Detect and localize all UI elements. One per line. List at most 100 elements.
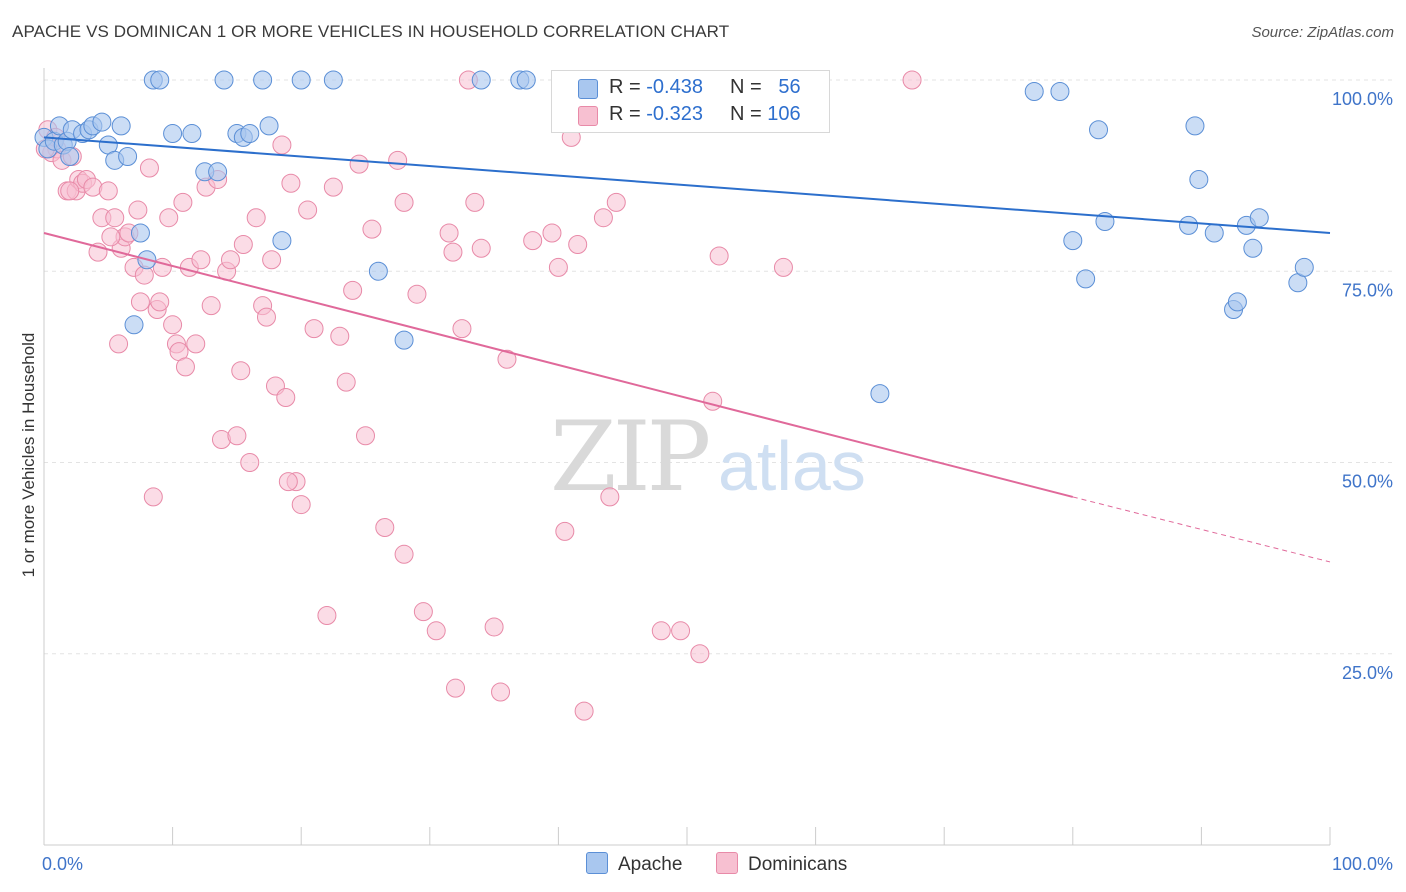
dominicans-point	[256, 307, 276, 327]
dominicans-point	[343, 280, 363, 300]
trend-lines	[43, 136, 1331, 563]
dominicans-point	[98, 181, 118, 201]
dominicans-point	[272, 135, 292, 155]
apache-point	[253, 70, 273, 90]
dominicans-point	[130, 292, 150, 312]
y-tick-label: 25.0%	[1342, 663, 1393, 683]
dominicans-point	[690, 644, 710, 664]
apache-point	[1185, 116, 1205, 136]
dominicans-point	[105, 208, 125, 228]
dominicans-point	[902, 70, 922, 90]
y-tick-label: 100.0%	[1332, 89, 1393, 109]
dominicans-point	[278, 472, 298, 492]
dominicans-point	[276, 387, 296, 407]
apache-point	[368, 261, 388, 281]
legend-row-dominicans: R = -0.323 N = 106	[552, 103, 829, 129]
dominicans-point	[281, 173, 301, 193]
bottom-legend-dominicans: Dominicans	[716, 852, 847, 876]
apache-point	[150, 70, 170, 90]
apache-point	[1294, 257, 1314, 277]
dominicans-point	[452, 319, 472, 339]
dominicans-point	[555, 521, 575, 541]
apache-point	[1050, 81, 1070, 101]
bottom-legend-apache: Apache	[586, 852, 682, 876]
watermark-zip: ZIP	[550, 401, 709, 513]
y-tick-label: 75.0%	[1342, 280, 1393, 300]
legend-apache-r: R = -0.438	[609, 76, 703, 98]
dominicans-point	[330, 326, 350, 346]
dominicans-point	[220, 250, 240, 270]
dominicans-point	[709, 246, 729, 266]
dominicans-point	[356, 426, 375, 446]
dominicans-point	[175, 357, 195, 377]
dominicans-point	[336, 372, 356, 392]
apache-point	[1204, 223, 1224, 243]
legend-row-apache: R = -0.438 N = 56	[552, 76, 829, 102]
dominicans-point	[159, 208, 179, 228]
axes	[43, 68, 1331, 846]
dominicans-point	[349, 154, 369, 174]
apache-point	[259, 116, 279, 136]
apache-point	[118, 147, 138, 166]
dominicans-point	[606, 192, 626, 212]
dominicans-point	[439, 223, 459, 243]
legend-apache-n: N = 56	[730, 76, 801, 98]
apache-point	[1243, 238, 1263, 258]
dominicans-point	[150, 292, 170, 312]
dominicans-point	[291, 495, 311, 515]
apache-point	[124, 315, 144, 335]
dominicans-point	[484, 617, 504, 637]
dominicans-swatch	[578, 106, 598, 126]
watermark-atlas: atlas	[718, 427, 866, 505]
apache-point	[471, 70, 491, 90]
dominicans-point	[388, 150, 408, 170]
dominicans-point	[497, 349, 517, 369]
bottom-apache-swatch	[586, 852, 608, 874]
dominicans-point	[394, 544, 414, 564]
legend: R = -0.438 N = 56 R = -0.323 N = 106	[551, 70, 830, 133]
dominicans-point	[143, 487, 163, 507]
dominicans-point	[323, 177, 343, 197]
apache-point	[163, 124, 183, 144]
apache-point	[1179, 215, 1199, 235]
y-axis-label: 1 or more Vehicles in Household	[19, 333, 38, 578]
dominicans-point	[413, 602, 433, 622]
dominicans-point	[671, 621, 691, 641]
apache-point	[92, 112, 112, 132]
dominicans-point	[600, 487, 620, 507]
dominicans-point	[375, 518, 395, 538]
y-tick-label: 50.0%	[1342, 472, 1393, 492]
dominicans-trend-extension	[1072, 496, 1331, 563]
chart-title: APACHE VS DOMINICAN 1 OR MORE VEHICLES I…	[12, 22, 730, 41]
dominicans-point	[262, 250, 282, 270]
apache-trend-line	[43, 136, 1331, 234]
apache-point	[1227, 292, 1247, 312]
dominicans-point	[568, 234, 588, 254]
dominicans-point	[109, 334, 129, 354]
apache-point	[870, 384, 890, 404]
apache-point	[130, 223, 150, 243]
source-label: Source: ZipAtlas.com	[1251, 24, 1394, 41]
dominicans-point	[304, 319, 324, 339]
apache-point	[516, 70, 536, 90]
dominicans-point	[362, 219, 382, 239]
dominicans-point	[523, 231, 543, 251]
x-tick-label: 0.0%	[42, 854, 83, 874]
apache-point	[1063, 231, 1083, 251]
dominicans-point	[651, 621, 671, 641]
apache-point	[182, 124, 202, 144]
apache-point	[272, 231, 292, 251]
dominicans-point	[163, 315, 183, 335]
x-tick-label: 100.0%	[1332, 854, 1393, 874]
dominicans-point	[317, 606, 337, 625]
dominicans-point	[407, 284, 427, 304]
apache-point	[291, 70, 311, 90]
dominicans-point	[298, 200, 318, 220]
apache-point	[111, 116, 131, 136]
dominicans-point	[240, 453, 260, 472]
legend-dominicans-n: N = 106	[730, 103, 801, 125]
dominicans-point	[394, 192, 414, 212]
bottom-dominicans-swatch	[716, 852, 738, 874]
dominicans-point	[446, 678, 466, 698]
